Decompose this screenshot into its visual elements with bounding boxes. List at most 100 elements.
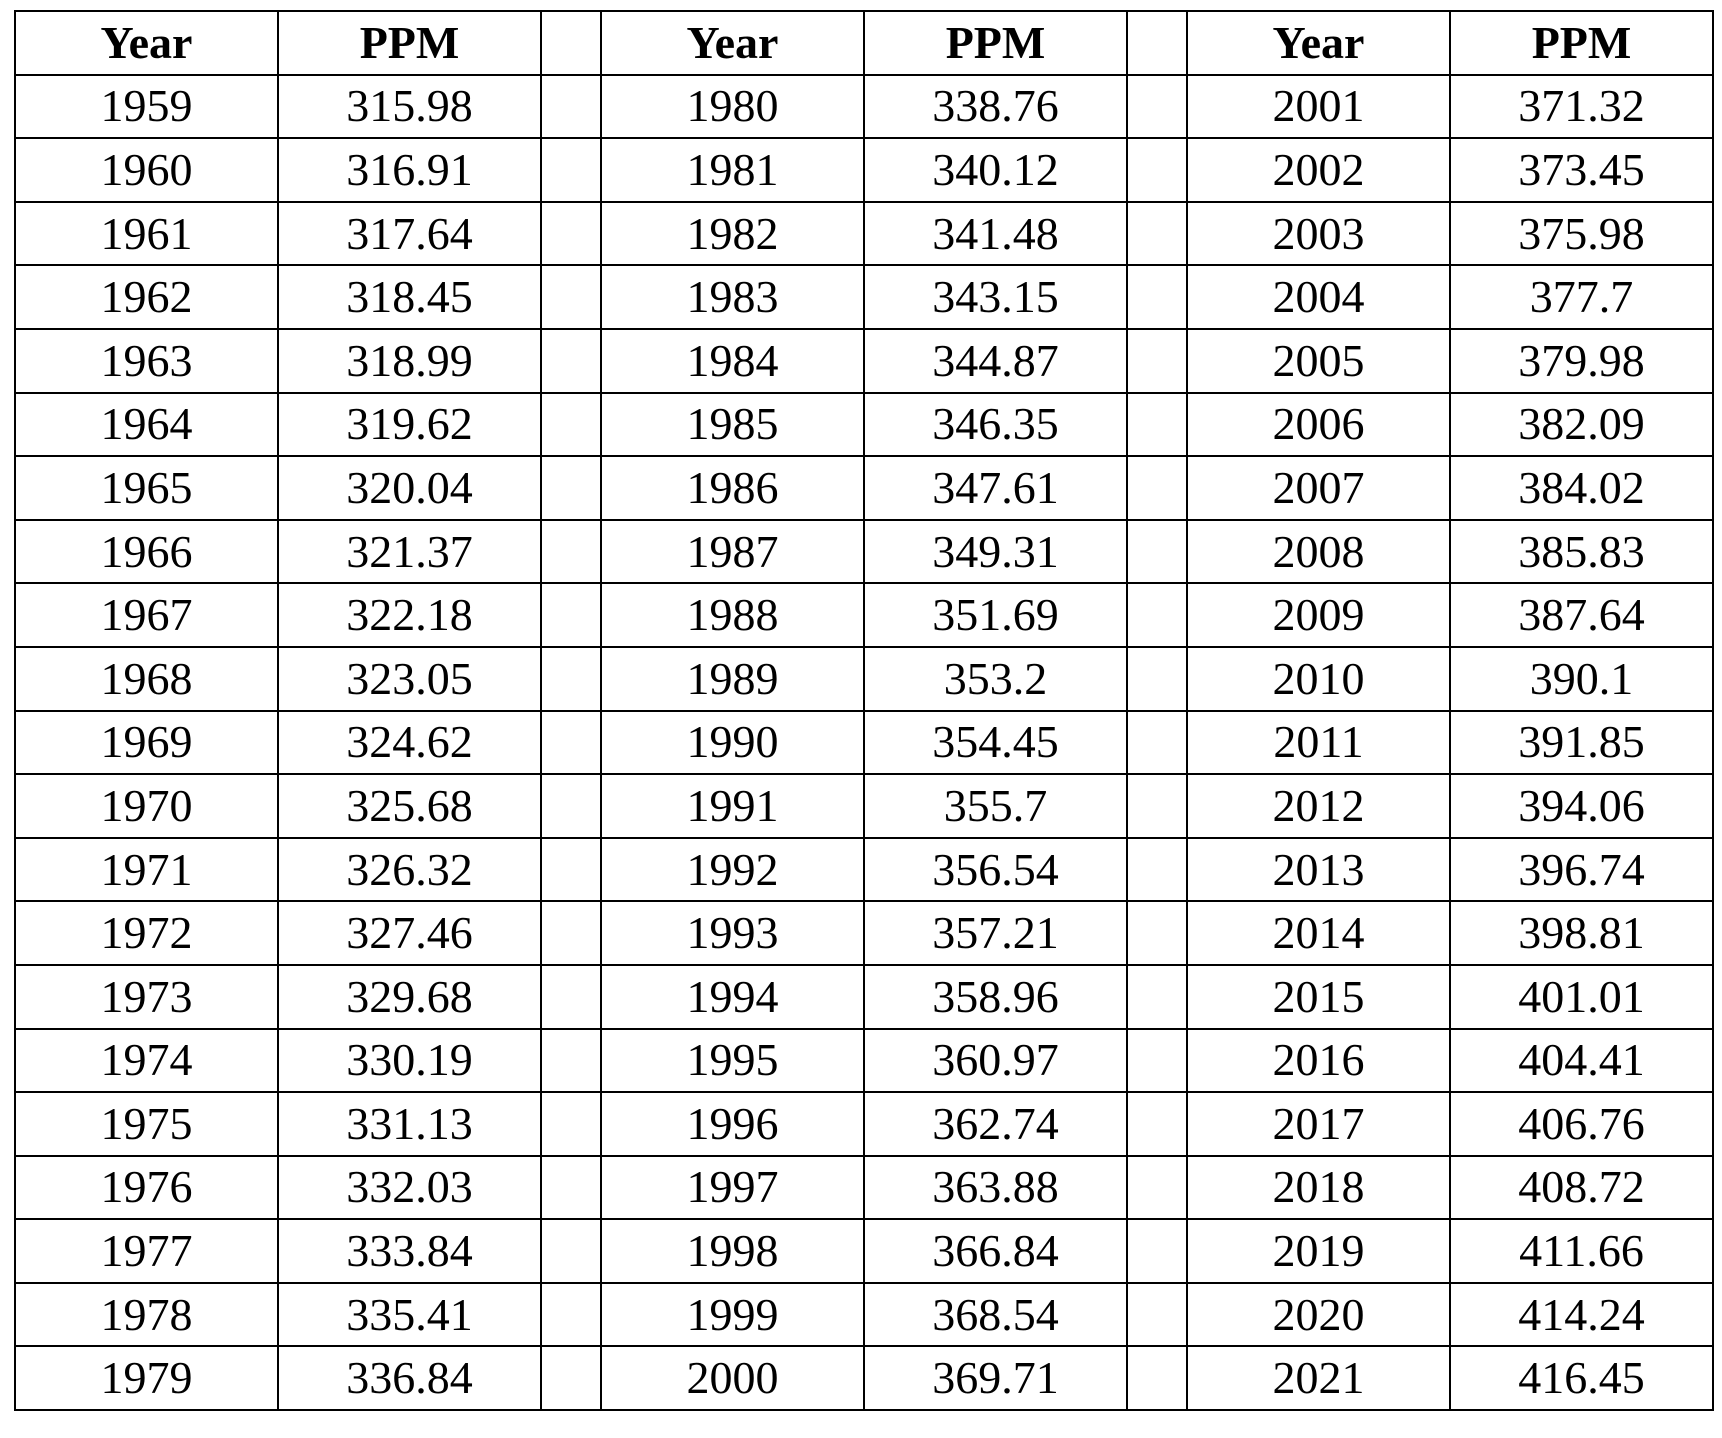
ppm-column-header: PPM (1449, 10, 1714, 76)
ppm-value-cell: 343.15 (863, 264, 1128, 330)
column-gap (1126, 455, 1188, 521)
column-gap (540, 582, 602, 648)
ppm-value-cell: 382.09 (1449, 391, 1714, 458)
ppm-value-cell: 341.48 (863, 200, 1128, 267)
year-cell: 1972 (14, 900, 279, 966)
year-cell: 1999 (600, 1281, 865, 1348)
year-cell: 1998 (600, 1218, 865, 1284)
year-cell: 1963 (14, 327, 279, 394)
column-gap (540, 327, 602, 394)
year-cell: 1989 (600, 645, 865, 712)
year-cell: 2012 (1186, 773, 1451, 839)
ppm-value-cell: 354.45 (863, 709, 1128, 776)
year-cell: 2010 (1186, 645, 1451, 712)
table-row: 1959 315.98 1980 338.76 2001 371.32 (14, 73, 1714, 140)
ppm-value-cell: 333.84 (277, 1218, 542, 1284)
ppm-value-cell: 353.2 (863, 645, 1128, 712)
year-cell: 1982 (600, 200, 865, 267)
column-gap (540, 73, 602, 140)
ppm-value-cell: 332.03 (277, 1154, 542, 1221)
table-row: 1975 331.13 1996 362.74 2017 406.76 (14, 1091, 1714, 1157)
year-cell: 1961 (14, 200, 279, 267)
column-gap (540, 10, 602, 76)
table-row: 1967 322.18 1988 351.69 2009 387.64 (14, 582, 1714, 648)
year-cell: 1971 (14, 836, 279, 903)
column-gap (540, 645, 602, 712)
column-gap (1126, 10, 1188, 76)
table-row: 1964 319.62 1985 346.35 2006 382.09 (14, 391, 1714, 458)
column-gap (1126, 645, 1188, 712)
ppm-value-cell: 320.04 (277, 455, 542, 521)
ppm-value-cell: 315.98 (277, 73, 542, 140)
year-cell: 2014 (1186, 900, 1451, 966)
year-cell: 2019 (1186, 1218, 1451, 1284)
ppm-value-cell: 368.54 (863, 1281, 1128, 1348)
year-cell: 2015 (1186, 963, 1451, 1030)
ppm-value-cell: 318.99 (277, 327, 542, 394)
year-cell: 1966 (14, 518, 279, 585)
ppm-value-cell: 356.54 (863, 836, 1128, 903)
ppm-value-cell: 391.85 (1449, 709, 1714, 776)
ppm-value-cell: 336.84 (277, 1345, 542, 1412)
column-gap (1126, 518, 1188, 585)
table-row: 1978 335.41 1999 368.54 2020 414.24 (14, 1281, 1714, 1348)
year-cell: 1968 (14, 645, 279, 712)
column-gap (540, 773, 602, 839)
year-cell: 1969 (14, 709, 279, 776)
year-cell: 1976 (14, 1154, 279, 1221)
ppm-value-cell: 327.46 (277, 900, 542, 966)
column-gap (540, 1091, 602, 1157)
column-gap (1126, 1345, 1188, 1412)
year-cell: 2002 (1186, 137, 1451, 203)
year-cell: 1979 (14, 1345, 279, 1412)
column-gap (1126, 836, 1188, 903)
ppm-value-cell: 363.88 (863, 1154, 1128, 1221)
year-cell: 1997 (600, 1154, 865, 1221)
year-column-header: Year (600, 10, 865, 76)
ppm-value-cell: 396.74 (1449, 836, 1714, 903)
header-row: Year PPM Year PPM Year PPM (14, 10, 1714, 76)
year-cell: 2000 (600, 1345, 865, 1412)
year-cell: 1967 (14, 582, 279, 648)
year-cell: 1962 (14, 264, 279, 330)
year-cell: 2003 (1186, 200, 1451, 267)
ppm-table: Year PPM Year PPM Year PPM 1959 315.98 1980 338.… (14, 10, 1714, 1412)
ppm-value-cell: 357.21 (863, 900, 1128, 966)
year-cell: 1984 (600, 327, 865, 394)
ppm-value-cell: 330.19 (277, 1027, 542, 1094)
ppm-value-cell: 316.91 (277, 137, 542, 203)
year-cell: 2017 (1186, 1091, 1451, 1157)
year-cell: 1959 (14, 73, 279, 140)
column-gap (540, 200, 602, 267)
ppm-value-cell: 375.98 (1449, 200, 1714, 267)
ppm-value-cell: 373.45 (1449, 137, 1714, 203)
ppm-value-cell: 329.68 (277, 963, 542, 1030)
column-gap (540, 709, 602, 776)
year-cell: 1980 (600, 73, 865, 140)
column-gap (1126, 1281, 1188, 1348)
table-row: 1968 323.05 1989 353.2 2010 390.1 (14, 645, 1714, 712)
table-row: 1966 321.37 1987 349.31 2008 385.83 (14, 518, 1714, 585)
year-cell: 1974 (14, 1027, 279, 1094)
year-cell: 1990 (600, 709, 865, 776)
year-cell: 2013 (1186, 836, 1451, 903)
year-cell: 1970 (14, 773, 279, 839)
table-row: 1979 336.84 2000 369.71 2021 416.45 (14, 1345, 1714, 1412)
year-cell: 1988 (600, 582, 865, 648)
table-row: 1972 327.46 1993 357.21 2014 398.81 (14, 900, 1714, 966)
year-cell: 1991 (600, 773, 865, 839)
column-gap (1126, 1091, 1188, 1157)
ppm-value-cell: 362.74 (863, 1091, 1128, 1157)
year-cell: 1975 (14, 1091, 279, 1157)
ppm-value-cell: 347.61 (863, 455, 1128, 521)
ppm-value-cell: 369.71 (863, 1345, 1128, 1412)
year-cell: 2006 (1186, 391, 1451, 458)
table-row: 1970 325.68 1991 355.7 2012 394.06 (14, 773, 1714, 839)
ppm-value-cell: 387.64 (1449, 582, 1714, 648)
year-cell: 1978 (14, 1281, 279, 1348)
ppm-value-cell: 355.7 (863, 773, 1128, 839)
column-gap (540, 1154, 602, 1221)
column-gap (540, 963, 602, 1030)
column-gap (1126, 582, 1188, 648)
column-gap (540, 518, 602, 585)
